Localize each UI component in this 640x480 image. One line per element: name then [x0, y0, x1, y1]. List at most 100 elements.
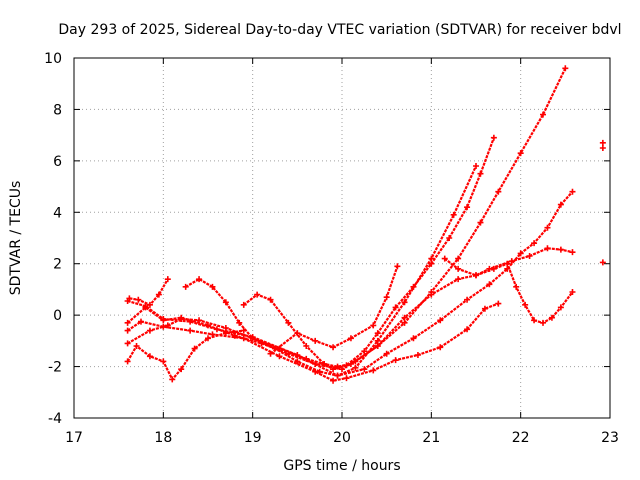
series-line — [269, 265, 399, 355]
data-point — [164, 322, 171, 329]
data-point — [455, 265, 462, 272]
data-point — [513, 283, 520, 290]
y-tick-label: 0 — [53, 308, 62, 324]
data-point — [540, 111, 546, 118]
data-point — [146, 301, 153, 308]
data-point — [394, 263, 401, 270]
y-tick-label: 6 — [53, 154, 62, 170]
data-point — [160, 317, 167, 324]
series-track-9 — [126, 276, 171, 308]
data-point — [240, 327, 247, 334]
data-point — [142, 304, 149, 311]
series-line — [126, 329, 244, 382]
data-point — [135, 296, 142, 303]
series-line — [126, 302, 499, 382]
data-point — [138, 318, 144, 325]
x-tick-label: 17 — [65, 430, 83, 446]
data-point — [231, 332, 238, 339]
data-point — [437, 317, 444, 324]
data-point — [370, 322, 377, 329]
data-point — [486, 281, 493, 288]
data-point — [222, 299, 229, 306]
y-axis-label: SDTVAR / TECUs — [8, 181, 24, 296]
data-point — [495, 188, 502, 195]
data-point — [294, 358, 301, 365]
data-point — [464, 204, 471, 211]
data-point — [187, 327, 194, 334]
data-point — [133, 343, 140, 349]
data-point — [544, 224, 551, 231]
data-point — [343, 362, 350, 369]
data-point — [182, 283, 189, 290]
data-point — [334, 372, 341, 379]
x-tick-label: 21 — [422, 430, 440, 446]
x-axis-label: GPS time / hours — [283, 458, 400, 474]
data-point — [531, 240, 538, 247]
data-point — [531, 317, 538, 324]
data-point — [361, 348, 368, 355]
y-tick-label: 2 — [53, 257, 62, 273]
series-line — [444, 257, 574, 325]
data-point — [455, 276, 462, 283]
data-point — [392, 304, 399, 311]
data-point — [240, 301, 247, 308]
data-point — [450, 211, 457, 218]
data-point — [169, 376, 176, 383]
data-point — [209, 283, 216, 290]
data-point — [383, 350, 390, 357]
data-point — [481, 305, 488, 312]
data-point — [464, 326, 471, 333]
y-tick-label: 4 — [53, 205, 62, 221]
series-track-6 — [240, 134, 497, 373]
series-track-11 — [599, 139, 606, 266]
grid — [74, 58, 610, 418]
data-point — [569, 289, 576, 295]
data-point — [205, 335, 211, 342]
data-point — [473, 163, 479, 169]
data-point — [557, 201, 564, 208]
data-point — [477, 170, 484, 177]
data-point — [160, 358, 167, 365]
data-point — [352, 364, 359, 371]
data-point — [562, 65, 569, 72]
data-point — [146, 327, 153, 334]
data-point — [294, 330, 301, 337]
series-line — [243, 137, 495, 371]
data-point — [155, 291, 162, 298]
data-point — [236, 319, 243, 326]
series-track-2 — [124, 188, 576, 379]
data-point — [599, 145, 606, 151]
series-line — [127, 67, 567, 368]
data-point — [124, 319, 131, 326]
data-point — [321, 361, 328, 367]
data-point — [267, 296, 274, 303]
data-point — [374, 337, 381, 344]
data-point — [191, 345, 198, 352]
axis-ticks — [73, 57, 611, 419]
data-point — [410, 335, 417, 342]
data-point — [196, 317, 203, 324]
data-point — [428, 289, 435, 295]
series-line — [185, 165, 478, 377]
data-point — [428, 260, 435, 267]
data-point — [303, 343, 310, 349]
data-point — [316, 368, 323, 375]
data-point — [146, 353, 153, 360]
data-point — [303, 355, 310, 362]
data-point — [267, 350, 274, 357]
tick-labels: 17 18 19 20 21 22 23 -4 -2 0 2 4 6 8 10 — [44, 51, 619, 446]
data-point — [490, 134, 497, 141]
data-point — [517, 250, 524, 257]
data-point — [599, 259, 606, 266]
x-tick-label: 22 — [512, 430, 530, 446]
series-line — [126, 247, 573, 371]
data-point — [361, 366, 368, 373]
data-point — [517, 150, 524, 157]
data-point — [414, 352, 421, 358]
data-point — [490, 265, 497, 272]
y-tick-label: -4 — [48, 411, 62, 427]
data-point — [477, 219, 484, 226]
data-point — [428, 255, 435, 262]
data-point — [276, 353, 283, 360]
